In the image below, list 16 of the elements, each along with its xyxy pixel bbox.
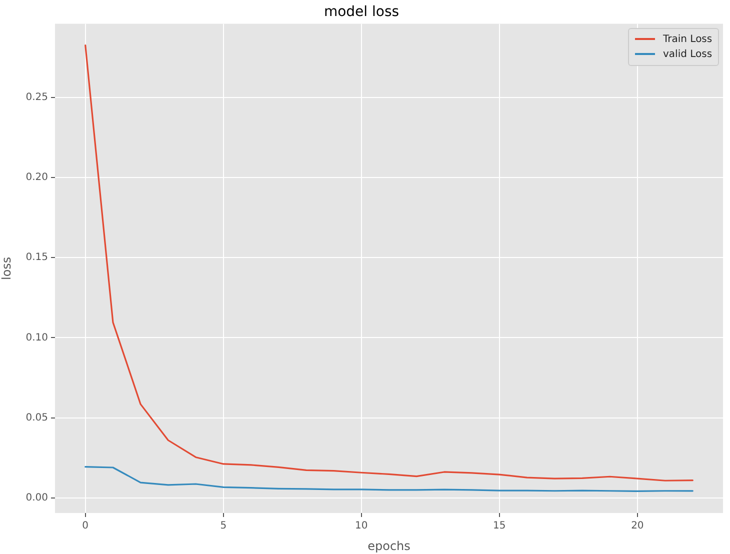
y-tick-label: 0.25 — [26, 92, 48, 103]
y-tick-label: 0.10 — [26, 332, 48, 344]
chart-title: model loss — [324, 4, 400, 20]
x-tick-label: 20 — [631, 520, 644, 532]
x-tick-label: 0 — [82, 520, 89, 532]
x-tick-label: 10 — [355, 520, 368, 532]
legend-label: valid Loss — [663, 48, 712, 62]
y-tick-label: 0.00 — [26, 492, 48, 504]
x-tick-label: 5 — [220, 520, 227, 532]
y-tick-label: 0.15 — [26, 252, 48, 264]
x-axis-title: epochs — [368, 538, 410, 553]
x-tick-label: 15 — [493, 520, 506, 532]
y-axis-title: loss — [0, 256, 14, 280]
legend-label: Train Loss — [663, 32, 712, 47]
y-tick-label: 0.20 — [26, 172, 48, 184]
y-tick-label: 0.05 — [26, 412, 48, 424]
